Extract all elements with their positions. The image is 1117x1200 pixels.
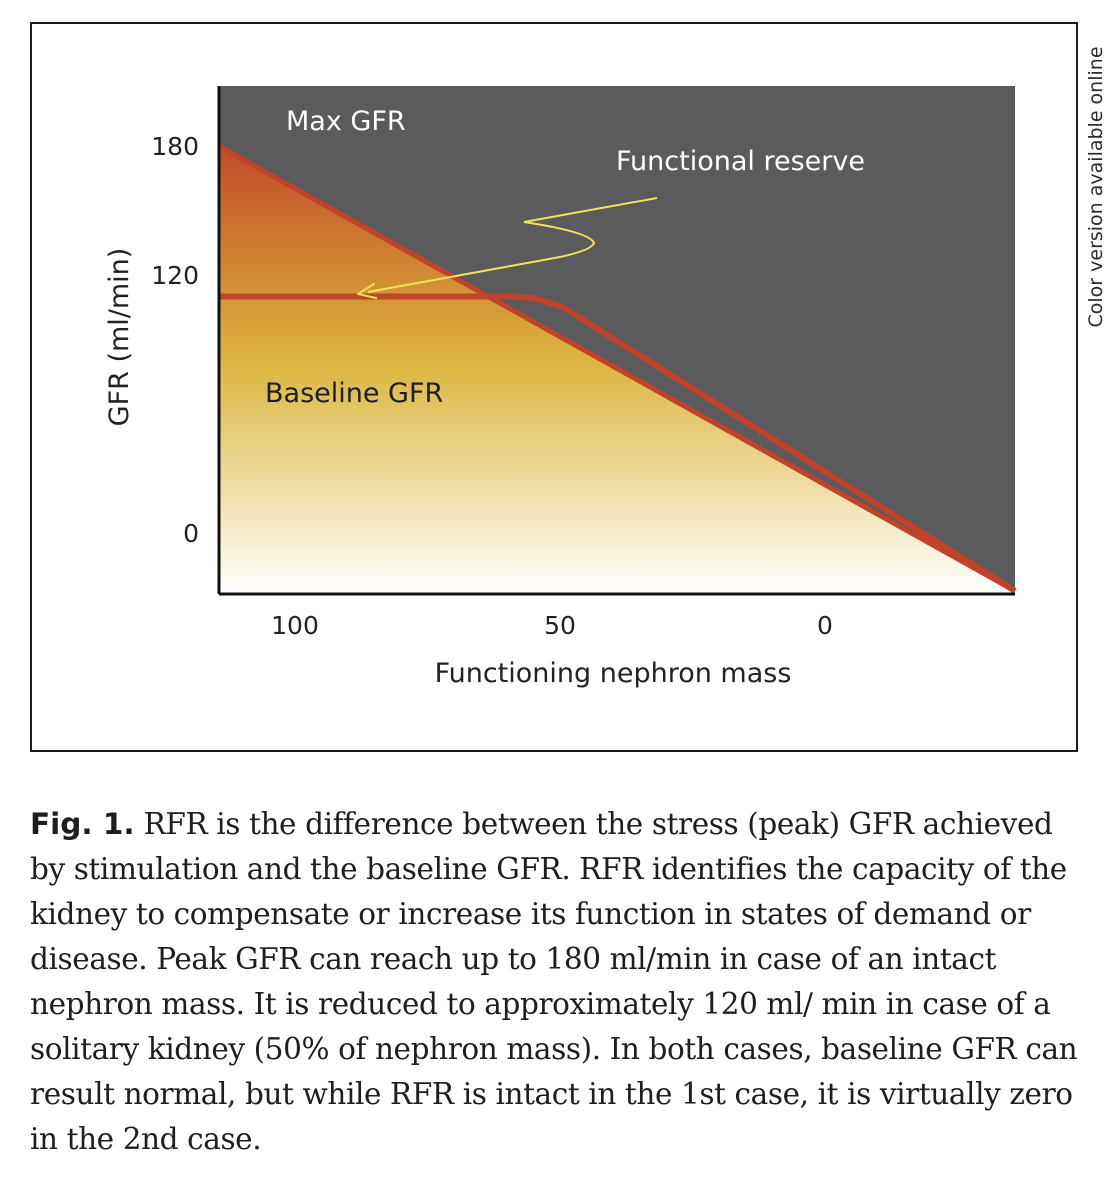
chart-marks: 180 120 0 100 50 0 Functioning nephron mass GFR… [104,86,1017,689]
x-tick-label: 50 [544,611,576,640]
y-tick-label: 0 [183,519,199,548]
functional-reserve-label: Functional reserve [616,146,865,177]
y-axis-title: GFR (ml/min) [104,248,135,427]
functional-reserve-arrow [367,197,658,293]
figure-frame [30,22,1078,752]
arrowhead-icon [357,283,377,299]
x-axis-title: Functioning nephron mass [435,658,792,689]
baseline-gfr-label: Baseline GFR [265,378,443,409]
y-tick-label: 120 [151,261,199,290]
max-gfr-label: Max GFR [286,106,406,137]
x-tick-label: 0 [817,611,833,640]
baseline-gfr-line [219,293,1017,594]
caption-text: RFR is the difference between the stress… [30,807,1078,1156]
max-gfr-line [217,143,1017,594]
figure-caption: Fig. 1. RFR is the difference between th… [30,802,1080,1162]
gfr-chart: 180 120 0 100 50 0 Functioning nephron mass GFR… [104,86,1017,689]
x-tick-label: 100 [271,611,319,640]
caption-label: Fig. 1. [30,807,135,841]
y-tick-label: 180 [151,132,199,161]
